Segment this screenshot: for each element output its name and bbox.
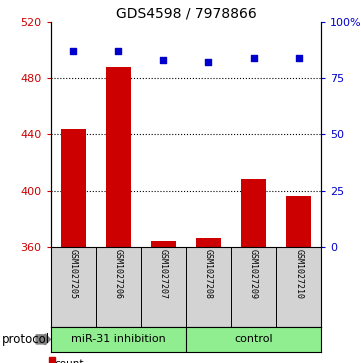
Text: control: control [234, 334, 273, 344]
Text: GSM1027205: GSM1027205 [69, 249, 78, 299]
Bar [61, 129, 86, 247]
Point [161, 57, 166, 63]
Point [70, 48, 76, 54]
Text: GSM1027210: GSM1027210 [294, 249, 303, 299]
Text: protocol: protocol [2, 333, 50, 346]
Bar [286, 196, 311, 247]
Point [296, 55, 302, 61]
Text: GSM1027206: GSM1027206 [114, 249, 123, 299]
Point [116, 48, 121, 54]
Title: GDS4598 / 7978866: GDS4598 / 7978866 [116, 7, 256, 21]
Point [206, 60, 212, 65]
Text: count: count [54, 359, 84, 363]
Text: GSM1027209: GSM1027209 [249, 249, 258, 299]
Bar [106, 67, 131, 247]
Point [251, 55, 256, 61]
Bar [196, 238, 221, 247]
Bar [241, 179, 266, 247]
Text: miR-31 inhibition: miR-31 inhibition [71, 334, 166, 344]
Bar [151, 241, 176, 247]
Text: GSM1027207: GSM1027207 [159, 249, 168, 299]
Text: GSM1027208: GSM1027208 [204, 249, 213, 299]
